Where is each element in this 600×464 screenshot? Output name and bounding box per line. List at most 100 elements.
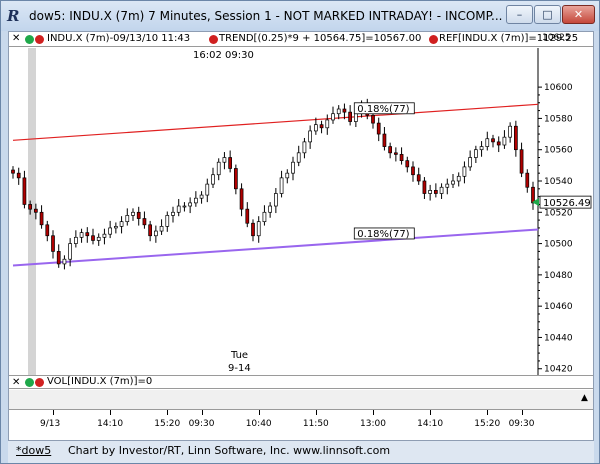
investor-rt-app-icon[interactable]: R [7,7,20,25]
maximize-button[interactable]: □ [534,5,561,24]
window-title: dow5: INDU.X (7m) 7 Minutes, Session 1 -… [29,9,503,23]
candle [262,211,267,223]
candle [51,235,55,252]
status-bar: *dow5 Chart by Investor/RT, Linn Softwar… [8,441,594,463]
trend-label[interactable]: TREND[(0.25)*9 + 10564.75]=10567.00 [219,33,422,44]
time-tick-label: 09:30 [508,419,535,429]
candle [148,224,152,237]
candle [285,172,290,179]
candle [96,236,101,241]
candle [451,180,455,185]
chart-scrollbar[interactable]: ▲ [9,390,593,410]
time-tick-label: 15:20 [154,419,181,429]
candle [382,133,387,147]
candle [222,157,227,163]
candle [268,205,272,213]
candle [114,226,118,229]
price-tick-label: 10600 [544,83,573,93]
indu-status-dot-icon[interactable] [25,35,34,44]
candle [319,124,324,129]
candle [474,149,478,158]
upper-channel-label-box [353,102,415,115]
candle [176,205,181,213]
close-button[interactable]: ✕ [562,5,595,24]
candle [508,125,512,138]
candle [434,190,438,194]
candle [216,161,221,176]
candle [68,243,72,260]
last-price-box [539,195,592,209]
candle [405,160,410,168]
candle [462,166,467,177]
minimize-button[interactable]: – [506,5,533,24]
candle [85,232,90,237]
ref-label[interactable]: REF[INDU.X (7m)]=1129.25 [439,33,579,44]
time-tick [258,410,260,415]
candle [136,211,141,219]
candle [439,186,444,194]
chart-client-area: ✕ INDU.X (7m)-09/13/10 11:43 TREND[(0.25… [8,31,594,441]
chart-page-tab[interactable]: *dow5 [16,444,52,457]
price-tick-label: 10540 [544,177,573,187]
candle [245,208,250,224]
candle [296,152,301,163]
candle [496,141,501,146]
candle [531,186,535,204]
lower-trend-channel[interactable] [12,228,539,267]
top-price-label: 10625 [542,33,571,43]
candle [205,183,210,196]
candle [171,211,175,216]
candle [468,157,472,168]
candle [22,177,27,205]
indu-color-dot-icon[interactable] [35,35,44,44]
candle [194,197,198,204]
candle [188,202,192,207]
candle [74,236,78,244]
scroll-up-icon[interactable]: ▲ [581,393,588,403]
time-tick [201,410,203,415]
ref-color-dot-icon[interactable] [429,35,438,44]
time-axis[interactable]: 9/13 14:10 15:20 09:30 10:40 11:50 13:00 14:10 1… [9,410,593,440]
candle [428,190,432,194]
candle [211,174,215,185]
time-tick-label: 15:20 [474,419,501,429]
close-volume-pane-icon[interactable]: ✕ [12,377,21,388]
candle [79,232,84,238]
price-tick-label: 10460 [544,302,573,312]
candle [165,215,170,227]
upper-trend-channel[interactable] [12,103,539,141]
last-price-marker-icon [532,198,539,207]
candle [485,138,490,147]
session-day-label: Tue [230,350,248,361]
candle [108,227,112,235]
volume-pane-header: ✕ VOL[INDU.X (7m)]=0 [9,375,593,389]
instrument-label[interactable]: INDU.X (7m)-09/13/10 11:43 [47,33,191,44]
candle [199,194,204,199]
candle [456,175,461,182]
candle [348,111,352,122]
candle [182,205,187,208]
candle [491,138,495,143]
cursor-time-label: 16:02 09:30 [193,50,254,61]
candles [11,98,535,270]
close-pane-icon[interactable]: ✕ [12,33,21,44]
time-tick [53,410,54,415]
time-tick-label: 13:00 [360,419,386,429]
candle [91,235,95,241]
credit-text: Chart by Investor/RT, Linn Software, Inc… [68,444,391,457]
candle [422,180,427,194]
volume-color-dot-icon[interactable] [35,378,44,387]
price-chart[interactable]: 10600 10580 10560 10540 10520 10500 10480 10460… [9,48,593,375]
candle [125,215,130,223]
title-bar[interactable]: R dow5: INDU.X (7m) 7 Minutes, Session 1… [1,1,599,31]
candle [34,208,38,213]
price-axis: 10600 10580 10560 10540 10520 10500 10480 10460… [538,83,573,375]
volume-status-dot-icon[interactable] [25,378,34,387]
volume-label[interactable]: VOL[INDU.X (7m)]=0 [47,376,153,387]
candle [342,108,347,113]
candle [514,125,518,151]
time-tick [110,410,112,415]
candle [394,152,398,155]
trend-color-dot-icon[interactable] [209,35,218,44]
